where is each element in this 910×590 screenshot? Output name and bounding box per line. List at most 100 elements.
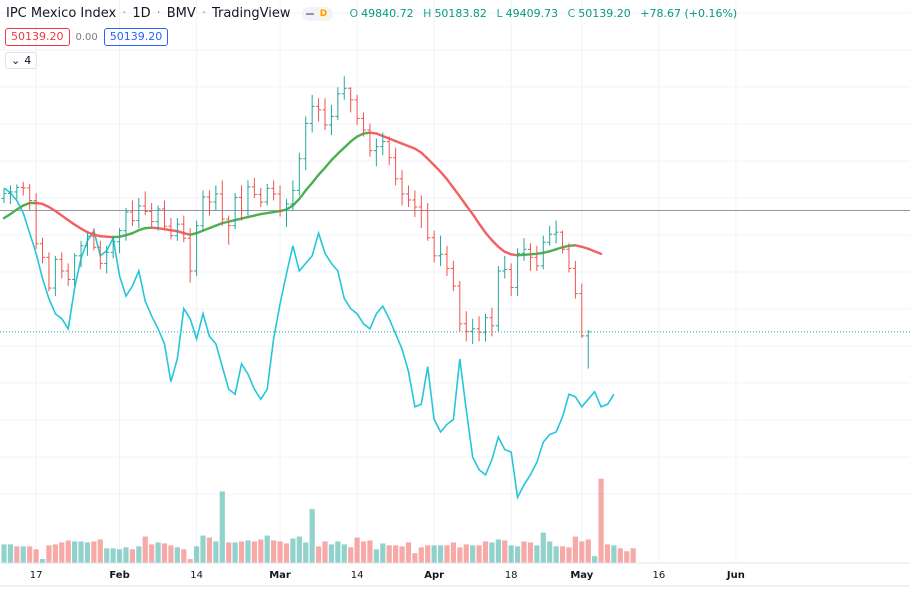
moving-average-segment xyxy=(465,204,474,216)
volume-bar xyxy=(110,548,116,563)
volume-bar xyxy=(579,541,585,563)
volume-bar xyxy=(296,536,302,563)
volume-bar xyxy=(585,539,591,563)
volume-bar xyxy=(283,543,290,563)
volume-bar xyxy=(59,542,65,563)
volume-bar xyxy=(97,539,103,563)
moving-average-segment xyxy=(477,222,487,234)
volume-bar xyxy=(515,546,521,563)
moving-average-segment xyxy=(343,140,352,149)
moving-average-segment xyxy=(458,195,468,207)
volume-bar xyxy=(412,553,418,563)
moving-average-segment xyxy=(439,170,449,181)
volume-bar xyxy=(489,542,495,563)
high-key: H xyxy=(423,7,432,20)
volume-bar xyxy=(226,542,232,563)
x-tick-label: Mar xyxy=(269,570,291,581)
volume-bar xyxy=(611,545,617,563)
source-label: TradingView xyxy=(211,6,291,21)
volume-bar xyxy=(527,542,534,563)
indicators-count: 4 xyxy=(24,54,32,67)
volume-bar xyxy=(78,541,84,563)
moving-average-segment xyxy=(420,151,429,160)
dash-icon xyxy=(306,12,315,15)
volume-bar xyxy=(290,538,296,563)
volume-bar xyxy=(219,491,225,563)
volume-bar xyxy=(380,543,386,563)
volume-bar xyxy=(559,546,566,563)
moving-average-segment xyxy=(298,189,307,201)
volume-bar xyxy=(277,541,283,563)
volume-bar xyxy=(482,541,489,563)
volume-bar xyxy=(46,545,52,563)
indicators-toggle[interactable]: ⌄ 4 xyxy=(5,52,38,69)
volume-bar xyxy=(136,546,142,563)
moving-average-segment xyxy=(73,223,83,230)
volume-bar xyxy=(27,546,33,563)
moving-average-segment xyxy=(60,214,70,222)
moving-average-segment xyxy=(291,197,301,207)
volume-bar xyxy=(174,547,180,563)
market-status-pill[interactable]: D xyxy=(302,6,334,21)
moving-average-segment xyxy=(349,135,359,143)
close-value: 50139.20 xyxy=(578,7,631,20)
volume-bar xyxy=(348,547,354,563)
price-value-box: 50139.20 xyxy=(5,28,70,46)
moving-average-segment xyxy=(445,178,455,190)
symbol-name[interactable]: IPC Mexico Index xyxy=(6,6,117,21)
volume-bar xyxy=(572,536,578,563)
volume-bar xyxy=(206,537,213,563)
volume-bar xyxy=(598,478,604,563)
volume-bar xyxy=(213,541,219,563)
x-tick-label: Jun xyxy=(726,570,745,581)
volume-bar xyxy=(168,545,174,563)
volume-bar xyxy=(303,542,309,563)
low-value: 49409.73 xyxy=(505,7,559,20)
volume-bar xyxy=(566,547,572,563)
compare-value-box: 50139.20 xyxy=(103,28,169,46)
volume-bar xyxy=(553,546,559,563)
volume-bar xyxy=(251,541,257,563)
ohlc-values: O 49840.72 H 50183.82 L 49409.73 C 50139.20 … xyxy=(349,7,740,20)
volume-bar xyxy=(200,535,206,563)
volume-bar xyxy=(84,542,91,563)
moving-average-segment xyxy=(484,231,494,242)
open-value: 49840.72 xyxy=(361,7,414,20)
x-tick-label: 14 xyxy=(351,570,364,581)
moving-average-segment xyxy=(285,204,295,211)
volume-bar xyxy=(502,540,508,563)
volume-bar xyxy=(450,542,456,563)
volume-bar xyxy=(547,541,553,563)
volume-bar xyxy=(399,546,405,563)
volume-bar xyxy=(534,545,540,563)
volume-bar xyxy=(271,540,277,563)
volume-bar xyxy=(360,541,367,563)
volume-bar xyxy=(142,536,148,563)
moving-average-segment xyxy=(497,245,506,254)
volume-bar xyxy=(476,545,482,563)
volume-bar xyxy=(33,549,39,563)
volume-bar xyxy=(116,549,123,563)
separator-dot: · xyxy=(201,6,206,21)
volume-bar xyxy=(20,546,26,563)
volume-bar xyxy=(129,549,135,563)
volume-bar xyxy=(39,559,46,563)
moving-average-segment xyxy=(452,186,462,198)
volume-bar xyxy=(194,546,200,563)
interval-label[interactable]: 1D xyxy=(132,6,151,21)
volume-bar xyxy=(91,541,97,563)
chevron-down-icon: ⌄ xyxy=(11,54,21,67)
volume-bar xyxy=(425,545,431,563)
moving-average-segment xyxy=(2,212,12,220)
volume-bar xyxy=(72,541,78,563)
moving-average-segment xyxy=(54,209,63,217)
chart-legend-header: IPC Mexico Index · 1D · BMV · TradingVie… xyxy=(6,6,740,21)
volume-bar xyxy=(14,546,20,563)
change-value: +78.67 (+0.16%) xyxy=(640,7,738,20)
volume-bar xyxy=(354,537,360,563)
volume-bar xyxy=(65,540,71,563)
volume-bar xyxy=(405,542,412,563)
volume-bar xyxy=(341,544,347,563)
moving-average-segment xyxy=(593,250,603,256)
